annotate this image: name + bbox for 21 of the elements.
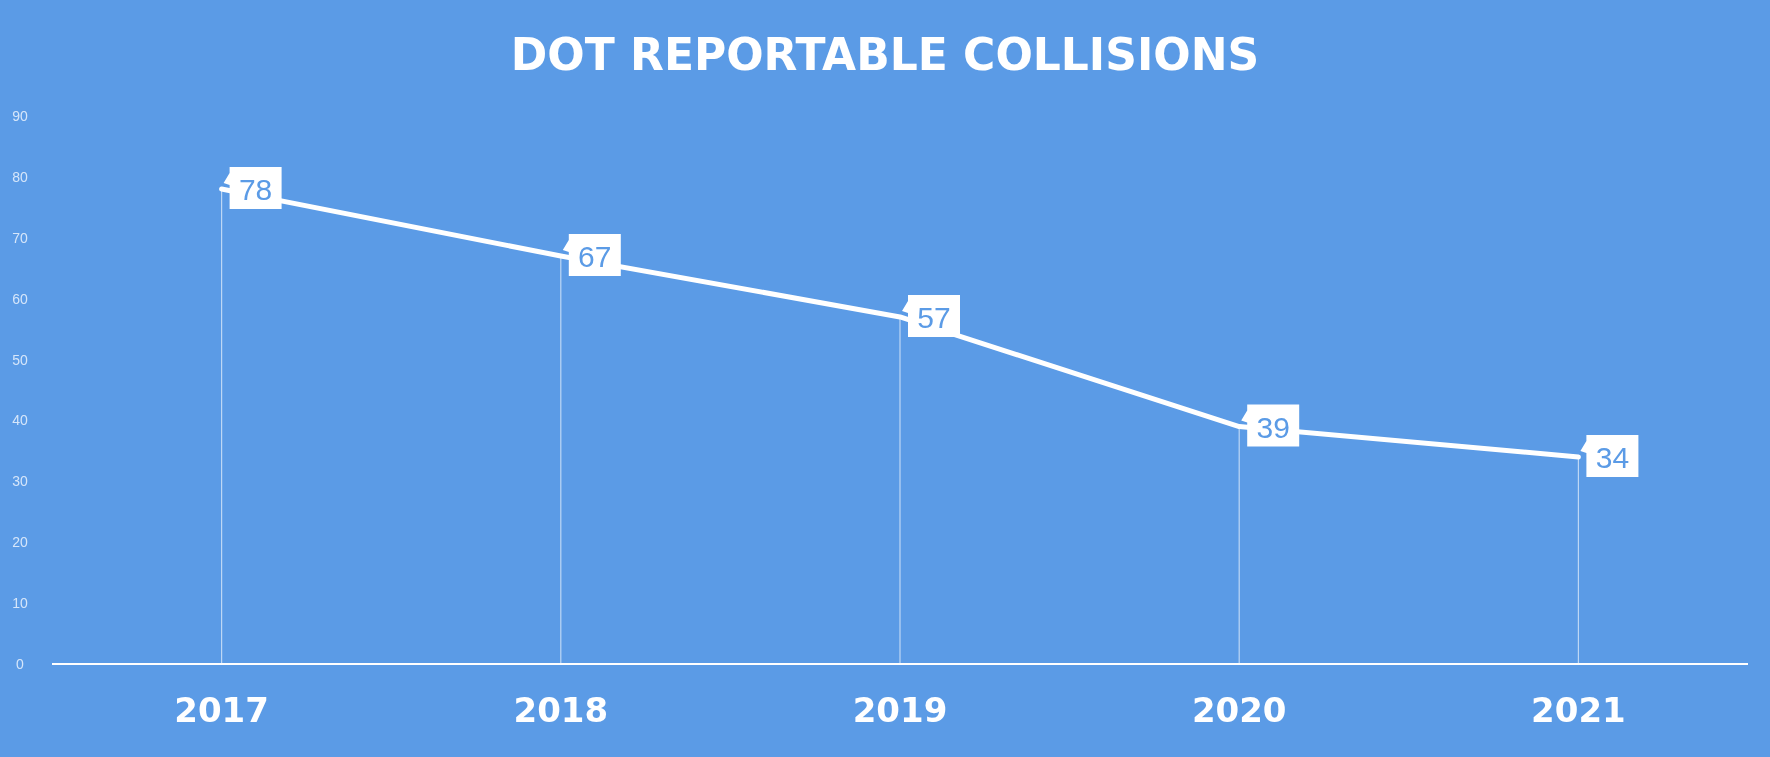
x-tick-label: 2019 — [852, 690, 948, 730]
x-tick-label: 2018 — [513, 690, 609, 730]
data-label: 67 — [578, 240, 612, 274]
y-tick-label: 60 — [12, 290, 28, 307]
data-label: 34 — [1595, 440, 1630, 474]
x-tick-label: 2020 — [1191, 690, 1287, 730]
x-tick-label: 2017 — [174, 690, 269, 730]
data-label: 78 — [238, 173, 273, 207]
y-tick-label: 70 — [12, 229, 28, 246]
data-label: 57 — [917, 300, 951, 334]
data-label: 39 — [1256, 410, 1290, 444]
y-tick-label: 30 — [12, 473, 28, 490]
y-tick-label: 80 — [12, 168, 28, 185]
y-tick-label: 50 — [12, 351, 28, 368]
y-tick-label: 10 — [12, 595, 28, 612]
y-tick-label: 40 — [12, 412, 28, 429]
chart-title: DOT REPORTABLE COLLISIONS — [510, 29, 1260, 80]
y-tick-label: 0 — [16, 656, 25, 672]
y-tick-label: 20 — [12, 534, 28, 551]
x-tick-label: 2021 — [1531, 690, 1626, 730]
y-tick-label: 90 — [12, 108, 28, 124]
